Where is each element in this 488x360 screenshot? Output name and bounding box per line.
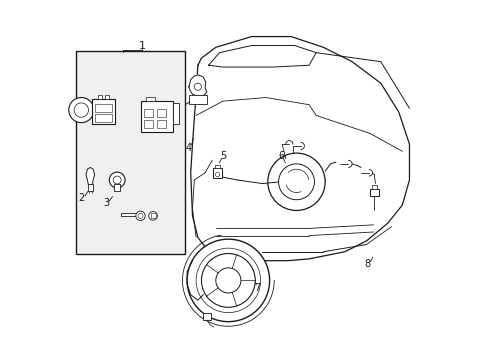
Bar	[76, 51, 185, 253]
Bar	[88, 184, 93, 191]
Circle shape	[215, 268, 241, 293]
Circle shape	[138, 213, 142, 219]
Circle shape	[194, 83, 201, 90]
Circle shape	[201, 253, 255, 307]
Bar	[172, 103, 179, 125]
Bar	[144, 120, 153, 128]
Bar	[94, 104, 112, 112]
Bar	[215, 165, 219, 168]
Bar	[121, 213, 138, 216]
Text: 4: 4	[185, 143, 192, 153]
Text: 7: 7	[253, 283, 260, 293]
Text: 6: 6	[278, 150, 285, 161]
Bar	[140, 101, 172, 132]
Circle shape	[215, 172, 219, 177]
Bar	[203, 314, 211, 320]
Bar	[98, 95, 102, 99]
Bar	[105, 95, 109, 99]
Polygon shape	[188, 75, 206, 96]
Bar	[144, 109, 153, 117]
Bar	[188, 95, 206, 104]
Circle shape	[136, 211, 145, 221]
Bar	[114, 184, 120, 191]
Bar	[92, 99, 115, 125]
Bar	[213, 168, 222, 178]
Text: 2: 2	[78, 193, 84, 203]
Circle shape	[278, 164, 314, 200]
Text: 5: 5	[220, 151, 225, 161]
Polygon shape	[86, 167, 94, 185]
Text: 1: 1	[139, 41, 145, 50]
Circle shape	[69, 98, 94, 123]
Bar	[369, 189, 378, 196]
Circle shape	[113, 176, 121, 184]
Circle shape	[148, 212, 157, 220]
Bar	[145, 97, 155, 101]
Bar	[157, 109, 166, 117]
Text: 3: 3	[103, 198, 109, 208]
Circle shape	[74, 103, 88, 117]
Circle shape	[109, 172, 125, 188]
Bar	[150, 213, 155, 219]
Bar	[94, 114, 112, 122]
Circle shape	[187, 239, 269, 321]
Bar	[157, 120, 166, 128]
Bar	[371, 185, 376, 189]
Circle shape	[267, 153, 325, 211]
Text: 8: 8	[364, 259, 370, 269]
